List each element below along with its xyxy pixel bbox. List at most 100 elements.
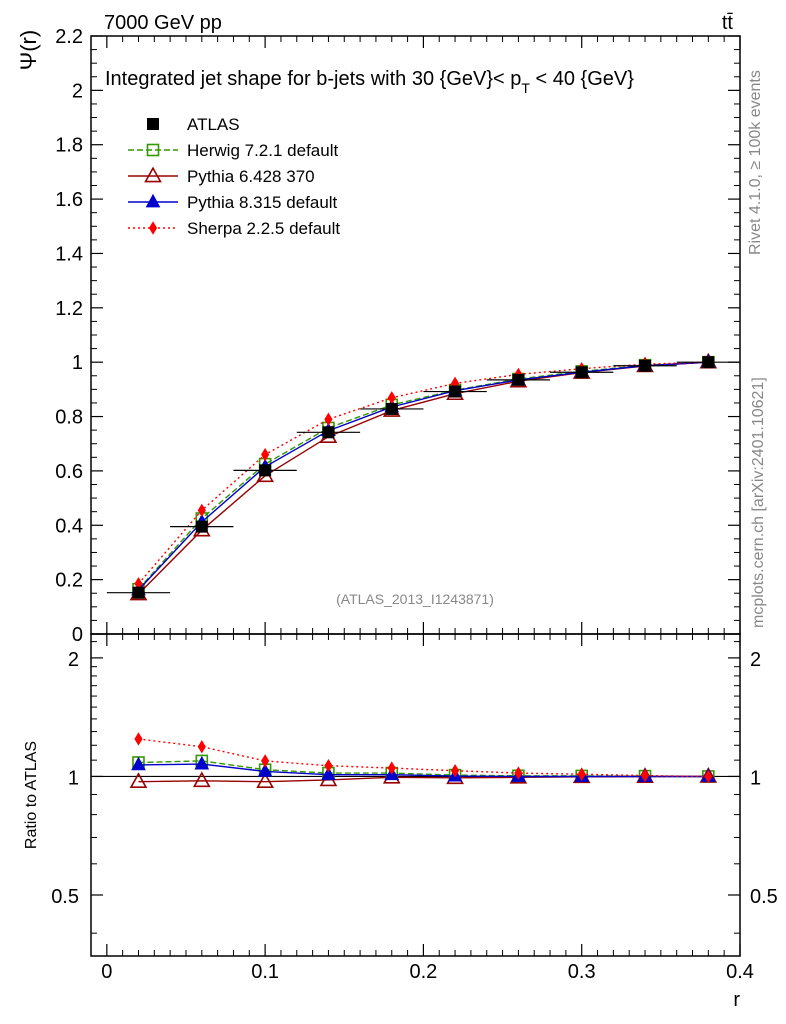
ratio-point-pythia-8-315-default <box>257 763 273 777</box>
ratio-point-sherpa-2-2-5-default <box>134 732 143 746</box>
plot-title-tail: < 40 {GeV} <box>530 68 634 90</box>
ratio-point-sherpa-2-2-5-default <box>387 761 396 775</box>
ratio-y-tick-label-right: 0.5 <box>750 886 778 908</box>
ratio-point-pythia-8-315-default <box>194 755 210 770</box>
main-y-tick-label: 2 <box>72 80 83 102</box>
legend-marker-swatch <box>145 193 161 208</box>
main-series-herwig-7-2-1-default <box>132 355 715 596</box>
ratio-point-sherpa-2-2-5-default <box>577 767 586 781</box>
ratio-y-tick-label-right: 2 <box>750 649 761 671</box>
main-series-atlas <box>106 356 740 599</box>
legend-label: Pythia 8.315 default <box>187 193 338 212</box>
main-point-atlas <box>639 359 652 372</box>
main-point-sherpa-2-2-5-default <box>197 503 206 518</box>
ratio-line-pythia-8-315-default <box>138 763 709 778</box>
main-y-tick-label: 0.2 <box>55 570 83 592</box>
legend-label: Herwig 7.2.1 default <box>187 141 338 160</box>
ratio-point-pythia-8-315-default <box>321 766 336 781</box>
legend: ATLAS Herwig 7.2.1 default Pythia 6.428 37… <box>128 115 340 238</box>
energy-label: 7000 GeV pp <box>104 12 222 34</box>
legend-marker-swatch <box>147 118 159 130</box>
ratio-plot-frame <box>90 633 741 957</box>
legend-label: Sherpa 2.2.5 default <box>187 219 340 238</box>
ratio-point-sherpa-2-2-5-default <box>514 766 523 780</box>
main-point-atlas <box>322 426 335 439</box>
x-tick-label: 0 <box>101 961 112 983</box>
ratio-series-pythia-6-428-370 <box>129 767 718 788</box>
main-series-group <box>106 352 740 601</box>
plot-title-subscript: T <box>521 80 530 96</box>
main-point-atlas <box>575 366 588 379</box>
analysis-id-label: (ATLAS_2013_I1243871) <box>336 591 494 607</box>
ratio-y-tick-label-left: 2 <box>68 649 79 671</box>
ratio-point-sherpa-2-2-5-default <box>450 764 460 778</box>
main-y-tick-label: 0.6 <box>55 461 83 483</box>
main-point-atlas <box>132 586 145 599</box>
ratio-point-sherpa-2-2-5-default <box>261 754 270 768</box>
main-point-atlas <box>512 373 525 386</box>
legend-entry-herwig-7-2-1-default: Herwig 7.2.1 default <box>128 141 338 160</box>
legend-entry-atlas: ATLAS <box>147 115 240 134</box>
ratio-point-sherpa-2-2-5-default <box>704 769 713 784</box>
main-axis-ticks: 0 0.2 0.4 0.6 0.8 1 1.2 1.4 1.6 1.8 2 2.2 <box>55 26 741 956</box>
main-y-tick-label: 2.2 <box>55 26 83 48</box>
ratio-series-sherpa-2-2-5-default <box>134 732 713 784</box>
ratio-y-axis-label: Ratio to ATLAS <box>23 741 40 849</box>
plot-title: Integrated jet shape for b-jets with 30 … <box>105 68 634 96</box>
main-y-tick-label: 1.2 <box>55 298 83 320</box>
main-line-pythia-8-315-default <box>137 361 709 591</box>
x-tick-label: 0.4 <box>726 961 754 983</box>
legend-label: ATLAS <box>187 115 240 134</box>
main-point-sherpa-2-2-5-default <box>261 447 270 462</box>
ratio-point-sherpa-2-2-5-default <box>197 739 206 754</box>
ratio-point-pythia-8-315-default <box>131 756 146 771</box>
ratio-point-pythia-6-428-370 <box>129 772 148 788</box>
ratio-axis-ticks: 0.5 0.5 1 1 2 2 0 0.1 0.2 0.3 0.4 <box>51 641 778 983</box>
legend-marker-swatch <box>148 221 158 235</box>
ratio-point-sherpa-2-2-5-default <box>640 768 650 783</box>
ratio-y-tick-label-left: 1 <box>68 767 79 789</box>
ratio-line-sherpa-2-2-5-default <box>138 738 709 778</box>
main-point-atlas <box>702 356 715 369</box>
main-point-atlas <box>385 402 398 415</box>
main-y-tick-label: 1 <box>72 352 83 374</box>
ratio-y-tick-label-right: 1 <box>750 767 761 789</box>
legend-marker-swatch <box>144 166 162 183</box>
main-line-sherpa-2-2-5-default <box>137 361 709 585</box>
main-point-atlas <box>195 520 208 533</box>
mcplots-reference-label: mcplots.cern.ch [arXiv:2401.10621] <box>750 377 767 628</box>
main-point-atlas <box>259 464 272 477</box>
main-point-sherpa-2-2-5-default <box>387 391 396 405</box>
x-axis-label: r <box>733 989 740 1011</box>
process-label: tt̄ <box>722 12 734 34</box>
main-point-atlas <box>449 385 462 398</box>
ratio-y-tick-label-left: 0.5 <box>51 886 79 908</box>
ratio-point-sherpa-2-2-5-default <box>324 758 333 773</box>
legend-entry-pythia-8-315-default: Pythia 8.315 default <box>128 193 338 212</box>
rivet-version-label: Rivet 4.1.0, ≥ 100k events <box>747 70 764 255</box>
x-tick-label: 0.2 <box>410 961 438 983</box>
main-y-tick-label: 0.8 <box>55 407 83 429</box>
main-y-axis-label: Ψ(r) <box>16 30 41 70</box>
x-tick-label: 0.3 <box>568 961 596 983</box>
ratio-point-pythia-6-428-370 <box>256 772 274 788</box>
main-y-tick-label: 0 <box>72 624 83 646</box>
ratio-line-herwig-7-2-1-default <box>138 760 709 778</box>
ratio-series-group <box>129 732 718 788</box>
main-y-tick-label: 1.4 <box>55 243 83 265</box>
legend-label: Pythia 6.428 370 <box>187 167 315 186</box>
main-y-tick-label: 0.4 <box>55 515 83 537</box>
legend-marker-swatch <box>146 143 160 157</box>
plot-title-main: Integrated jet shape for b-jets with 30 … <box>105 68 521 90</box>
main-line-herwig-7-2-1-default <box>137 361 709 590</box>
main-y-tick-label: 1.6 <box>55 189 83 211</box>
x-tick-label: 0.1 <box>251 961 279 983</box>
ratio-point-pythia-6-428-370 <box>192 771 211 788</box>
legend-entry-pythia-6-428-370: Pythia 6.428 370 <box>128 166 315 186</box>
main-point-sherpa-2-2-5-default <box>324 412 333 426</box>
main-y-tick-label: 1.8 <box>55 135 83 157</box>
main-series-pythia-6-428-370 <box>129 352 718 601</box>
ratio-line-pythia-6-428-370 <box>138 775 709 783</box>
legend-entry-sherpa-2-2-5-default: Sherpa 2.2.5 default <box>128 219 340 238</box>
